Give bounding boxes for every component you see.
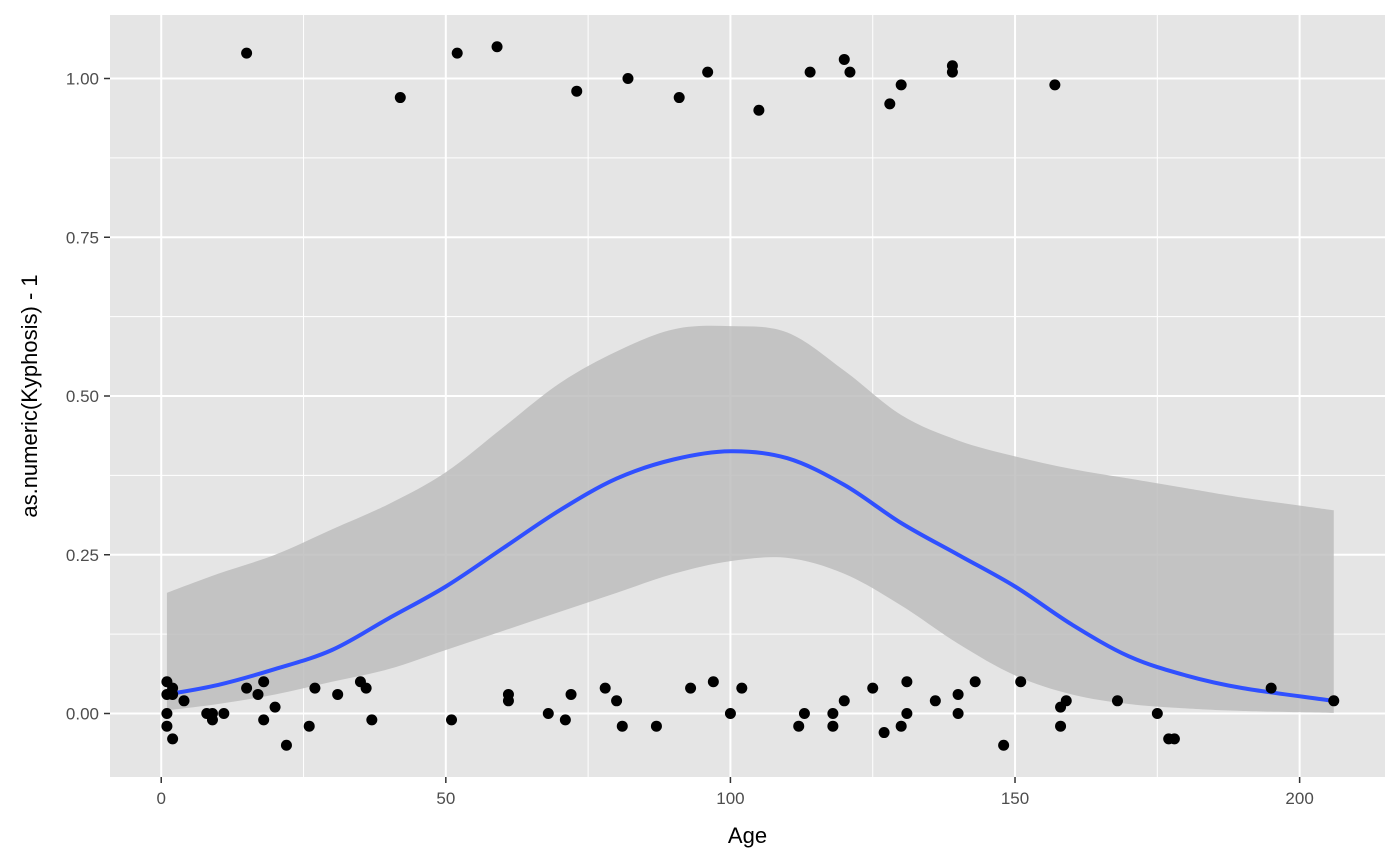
data-point — [685, 682, 697, 694]
data-point — [673, 92, 685, 104]
data-point — [309, 682, 321, 694]
data-point — [252, 688, 264, 700]
data-point — [827, 720, 839, 732]
data-point — [258, 714, 270, 726]
data-point — [167, 688, 179, 700]
data-point — [1055, 720, 1067, 732]
data-point — [650, 720, 662, 732]
data-point — [998, 739, 1010, 751]
data-point — [867, 682, 879, 694]
data-point — [793, 720, 805, 732]
data-point — [844, 66, 856, 78]
data-point — [269, 701, 281, 713]
data-point — [901, 676, 913, 688]
data-point — [804, 66, 816, 78]
data-point — [565, 688, 577, 700]
x-axis-label: Age — [728, 823, 767, 848]
data-point — [753, 104, 765, 116]
data-point — [206, 714, 218, 726]
data-point — [161, 708, 173, 719]
x-tick-label: 50 — [436, 789, 455, 808]
data-point — [952, 708, 964, 719]
scatter-points — [161, 41, 1340, 751]
data-point — [559, 714, 571, 726]
data-point — [360, 682, 372, 694]
data-point — [241, 682, 253, 694]
y-axis-label: as.numeric(Kyphosis) - 1 — [17, 274, 42, 517]
data-point — [502, 688, 514, 700]
y-axis-ticks: 0.00 0.25 0.50 0.75 1.00 — [66, 70, 110, 724]
data-point — [702, 66, 714, 78]
data-point — [895, 720, 907, 732]
data-point — [827, 708, 839, 719]
data-point — [161, 720, 173, 732]
data-point — [1168, 733, 1180, 745]
data-point — [258, 676, 270, 688]
data-point — [622, 73, 634, 84]
data-point — [901, 708, 913, 719]
data-point — [895, 79, 907, 91]
data-point — [1060, 695, 1072, 707]
confidence-ribbon — [166, 325, 1334, 713]
data-point — [542, 708, 554, 719]
data-point — [878, 727, 890, 739]
data-point — [707, 676, 719, 688]
data-point — [838, 695, 850, 707]
data-point — [491, 41, 503, 53]
x-tick-label: 0 — [156, 789, 165, 808]
data-point — [280, 739, 292, 751]
y-tick-label: 0.00 — [66, 705, 99, 724]
data-point — [218, 708, 230, 719]
data-point — [1265, 682, 1277, 694]
data-point — [446, 714, 458, 726]
data-point — [303, 720, 315, 732]
data-point — [571, 85, 583, 97]
data-point — [952, 688, 964, 700]
data-point — [616, 720, 628, 732]
data-point — [178, 695, 190, 707]
y-tick-label: 1.00 — [66, 70, 99, 89]
x-tick-label: 100 — [716, 789, 744, 808]
x-tick-label: 200 — [1285, 789, 1313, 808]
data-point — [724, 708, 736, 719]
data-point — [946, 66, 958, 78]
data-point — [1328, 695, 1340, 707]
data-point — [611, 695, 623, 707]
data-point — [167, 733, 179, 745]
y-tick-label: 0.50 — [66, 387, 99, 406]
data-point — [798, 708, 810, 719]
smooth-line — [166, 449, 1335, 703]
data-point — [884, 98, 896, 110]
data-point — [1151, 708, 1163, 719]
data-point — [1015, 676, 1027, 688]
data-point — [599, 682, 611, 694]
data-point — [1049, 79, 1061, 91]
y-tick-label: 0.25 — [66, 546, 99, 565]
data-point — [929, 695, 941, 707]
y-tick-label: 0.75 — [66, 228, 99, 247]
data-point — [1111, 695, 1123, 707]
x-axis-ticks: 0 50 100 150 200 — [156, 777, 1314, 808]
data-point — [451, 47, 463, 59]
data-point — [366, 714, 378, 726]
data-point — [736, 682, 748, 694]
data-point — [394, 92, 406, 104]
data-point — [332, 688, 344, 700]
data-point — [969, 676, 981, 688]
data-point — [241, 47, 253, 59]
data-point — [838, 53, 850, 65]
x-tick-label: 150 — [1001, 789, 1029, 808]
